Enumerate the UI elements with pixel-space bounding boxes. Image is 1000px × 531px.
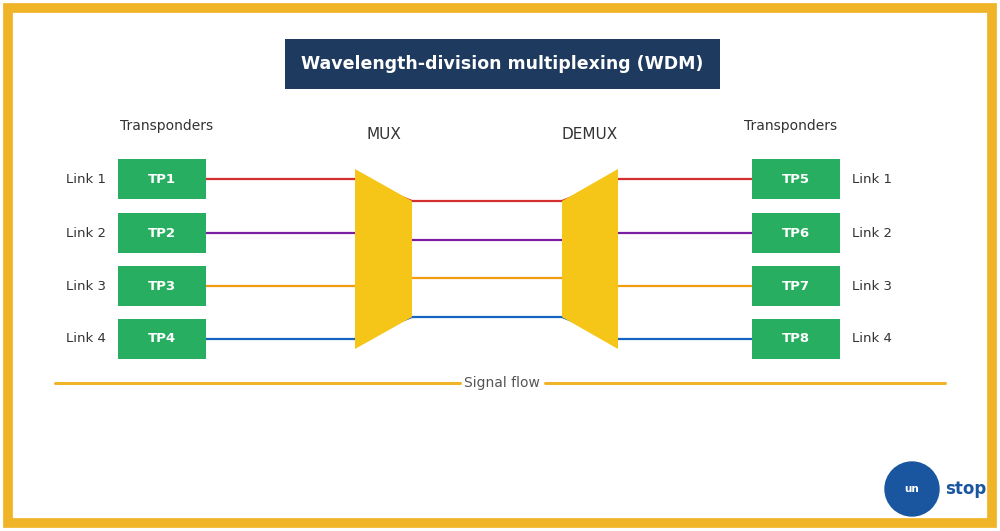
FancyBboxPatch shape [752,159,840,199]
Text: Wavelength-division multiplexing (WDM): Wavelength-division multiplexing (WDM) [301,55,704,73]
Text: Link 3: Link 3 [66,279,106,293]
Text: TP8: TP8 [782,332,810,346]
Text: Link 3: Link 3 [852,279,892,293]
Text: Link 4: Link 4 [852,332,892,346]
Text: DEMUX: DEMUX [562,126,618,141]
Text: un: un [905,484,919,494]
FancyBboxPatch shape [118,213,206,253]
FancyBboxPatch shape [118,266,206,306]
Polygon shape [355,169,412,349]
Text: TP3: TP3 [148,279,176,293]
Text: MUX: MUX [366,126,401,141]
FancyBboxPatch shape [752,213,840,253]
Text: TP2: TP2 [148,227,176,239]
Text: Signal flow: Signal flow [464,376,540,390]
Text: Transponders: Transponders [120,119,214,133]
FancyBboxPatch shape [752,266,840,306]
Text: Link 2: Link 2 [852,227,892,239]
Polygon shape [562,169,618,349]
Text: TP4: TP4 [148,332,176,346]
Circle shape [885,462,939,516]
Text: Link 1: Link 1 [852,173,892,185]
Text: TP6: TP6 [782,227,810,239]
Text: TP7: TP7 [782,279,810,293]
Text: Link 2: Link 2 [66,227,106,239]
Text: Link 1: Link 1 [66,173,106,185]
FancyBboxPatch shape [752,319,840,359]
Text: stop: stop [945,480,986,498]
FancyBboxPatch shape [118,159,206,199]
Text: TP1: TP1 [148,173,176,185]
Text: Link 4: Link 4 [66,332,106,346]
FancyBboxPatch shape [118,319,206,359]
FancyBboxPatch shape [285,39,720,89]
Text: Transponders: Transponders [744,119,838,133]
Text: TP5: TP5 [782,173,810,185]
